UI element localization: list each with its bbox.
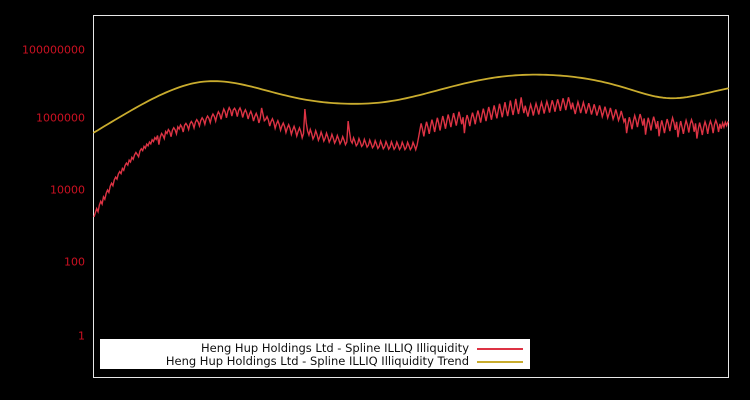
illiquidity-line: [93, 97, 729, 218]
legend-label-illiquidity: Heng Hup Holdings Ltd - Spline ILLIQ Ill…: [200, 341, 469, 355]
legend-swatch-illiquidity: [477, 343, 523, 354]
ytick-label-100000000: 100000000: [22, 43, 85, 57]
ytick-label-1000000: 1000000: [36, 111, 85, 125]
ytick-label-10000: 10000: [50, 183, 85, 197]
trend-line: [93, 73, 729, 134]
legend-swatch-trend: [477, 356, 523, 367]
legend: Heng Hup Holdings Ltd - Spline ILLIQ Ill…: [100, 339, 530, 369]
ytick-label-1: 1: [78, 329, 85, 343]
plot-area: [93, 15, 729, 378]
legend-entry-illiquidity: Heng Hup Holdings Ltd - Spline ILLIQ Ill…: [107, 342, 523, 355]
legend-entry-trend: Heng Hup Holdings Ltd - Spline ILLIQ Ill…: [107, 355, 523, 368]
ytick-label-100: 100: [64, 255, 85, 269]
legend-label-trend: Heng Hup Holdings Ltd - Spline ILLIQ Ill…: [165, 354, 469, 368]
